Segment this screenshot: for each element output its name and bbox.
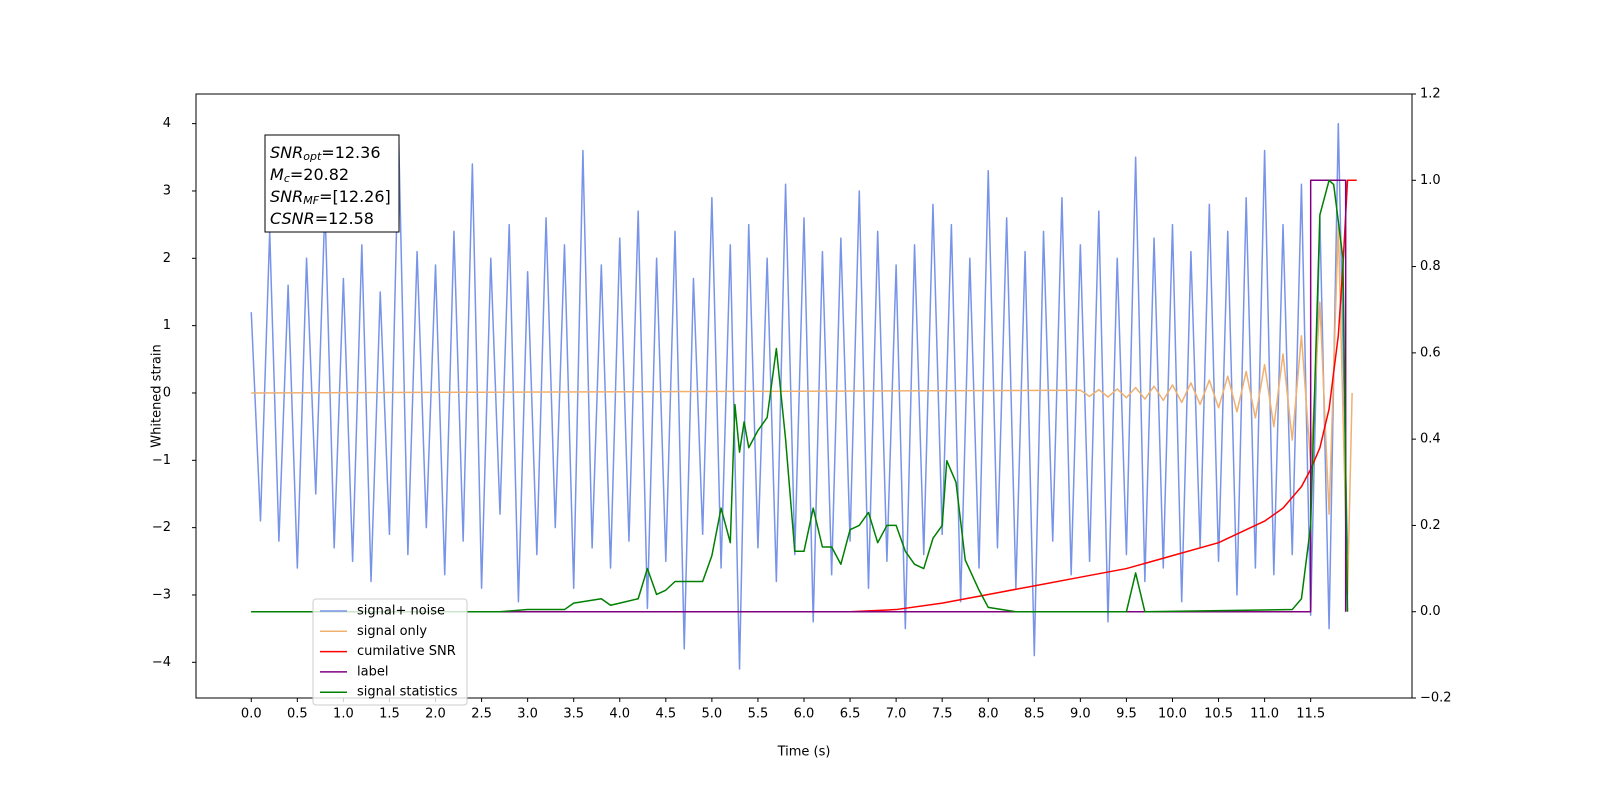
- y-tick-label: −4: [152, 655, 171, 670]
- annotation-value: =12.58: [315, 209, 374, 228]
- annotation-value: =12.36: [321, 143, 380, 162]
- annotation-subscript: c: [284, 172, 290, 185]
- y2-tick-label: 0.4: [1420, 432, 1441, 447]
- annotation-line: SNRMF=[12.26]: [270, 187, 391, 208]
- x-tick-label: 3.0: [517, 707, 538, 722]
- x-tick-label: 4.0: [609, 707, 630, 722]
- x-tick-label: 1.0: [333, 707, 354, 722]
- x-tick-label: 0.0: [241, 707, 262, 722]
- y-tick-label: −2: [152, 520, 171, 535]
- x-tick-label: 10.0: [1158, 707, 1187, 722]
- x-tick-label: 9.5: [1116, 707, 1137, 722]
- annotation-line: Mc=20.82: [270, 165, 349, 186]
- annotation-symbol: M: [270, 165, 284, 184]
- series-line: [251, 179, 1357, 613]
- y2-tick-label: 0.8: [1420, 259, 1441, 274]
- x-tick-label: 11.0: [1250, 707, 1279, 722]
- legend-box: [312, 598, 468, 706]
- annotation-box: [264, 134, 400, 233]
- y-tick-label: −1: [152, 453, 171, 468]
- y2-tick-label: −0.2: [1420, 691, 1452, 706]
- x-tick-label: 5.5: [748, 707, 769, 722]
- annotation-value: =[12.26]: [319, 187, 391, 206]
- x-tick-label: 7.0: [886, 707, 907, 722]
- legend-label: signal+ noise: [357, 604, 445, 619]
- annotation-subscript: opt: [303, 150, 322, 163]
- x-tick-label: 2.5: [471, 707, 492, 722]
- y2-tick-label: 0.0: [1420, 604, 1441, 619]
- y-tick-label: 1: [163, 318, 171, 333]
- legend-label: signal only: [357, 624, 427, 639]
- y2-tick-label: 0.2: [1420, 518, 1441, 533]
- annotation-symbol: CSNR: [270, 209, 315, 228]
- y-tick-label: −3: [152, 587, 171, 602]
- x-tick-label: 1.5: [379, 707, 400, 722]
- series-line: [251, 223, 1353, 596]
- annotation-line: CSNR=12.58: [270, 209, 374, 228]
- y-tick-label: 2: [163, 251, 171, 266]
- series-line: [250, 122, 1349, 670]
- series-line: [251, 179, 1349, 613]
- legend-label: cumilative SNR: [357, 644, 456, 659]
- annotation-subscript: MF: [303, 194, 319, 207]
- x-tick-label: 0.5: [287, 707, 308, 722]
- x-tick-label: 11.5: [1296, 707, 1325, 722]
- legend-label: label: [357, 664, 388, 679]
- annotation-symbol: SNR: [270, 143, 303, 162]
- x-tick-label: 8.5: [1024, 707, 1045, 722]
- x-tick-label: 6.5: [840, 707, 861, 722]
- x-tick-label: 2.0: [425, 707, 446, 722]
- x-tick-label: 10.5: [1204, 707, 1233, 722]
- legend-label: signal statistics: [357, 685, 458, 700]
- y-axis-label: Whitened strain: [150, 344, 165, 447]
- y2-tick-label: 1.0: [1420, 173, 1441, 188]
- y2-tick-label: 1.2: [1420, 87, 1441, 102]
- x-tick-label: 3.5: [563, 707, 584, 722]
- annotation-symbol: SNR: [270, 187, 303, 206]
- x-tick-label: 6.0: [794, 707, 815, 722]
- y-tick-label: 3: [163, 183, 171, 198]
- x-tick-label: 9.0: [1070, 707, 1091, 722]
- annotation-line: SNRopt=12.36: [270, 143, 381, 164]
- x-tick-label: 4.5: [655, 707, 676, 722]
- x-axis-label: Time (s): [777, 745, 831, 760]
- x-tick-label: 5.0: [702, 707, 723, 722]
- annotation-value: =20.82: [290, 165, 349, 184]
- y-tick-label: 0: [163, 385, 171, 400]
- x-tick-label: 8.0: [978, 707, 999, 722]
- x-tick-label: 7.5: [932, 707, 953, 722]
- series-line: [251, 179, 1347, 613]
- y2-tick-label: 0.6: [1420, 345, 1441, 360]
- y-tick-label: 4: [163, 116, 171, 131]
